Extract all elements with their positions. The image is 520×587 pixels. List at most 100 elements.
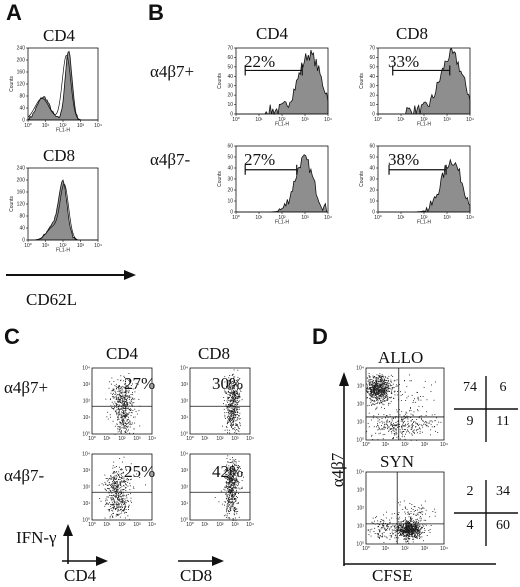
event-dot xyxy=(375,397,377,399)
event-dot xyxy=(434,420,436,421)
event-dot xyxy=(376,382,378,384)
event-dot xyxy=(112,420,114,422)
event-dot xyxy=(390,429,391,430)
event-dot xyxy=(228,475,229,476)
event-dot xyxy=(132,394,134,396)
event-dot xyxy=(380,389,382,390)
y-tick-label: 50 xyxy=(227,155,233,161)
event-dot xyxy=(396,394,398,396)
event-dot xyxy=(380,394,382,395)
event-dot xyxy=(123,419,125,421)
event-dot xyxy=(371,392,373,394)
event-dot xyxy=(372,403,374,404)
event-dot xyxy=(123,503,125,505)
event-dot xyxy=(409,533,410,534)
event-dot xyxy=(375,380,376,382)
event-dot xyxy=(407,430,409,432)
event-dot xyxy=(111,504,113,506)
event-dot xyxy=(113,476,115,478)
event-dot xyxy=(392,425,394,427)
event-dot xyxy=(120,392,122,394)
event-dot xyxy=(233,388,235,390)
event-dot xyxy=(232,477,234,479)
event-dot xyxy=(122,481,124,483)
event-dot xyxy=(230,404,232,406)
event-dot xyxy=(370,390,372,392)
event-dot xyxy=(117,406,119,408)
event-dot xyxy=(124,392,126,394)
event-dot xyxy=(416,419,418,420)
event-dot xyxy=(419,524,421,526)
event-dot xyxy=(229,469,230,471)
event-dot xyxy=(404,528,405,529)
event-dot xyxy=(113,408,115,410)
event-dot xyxy=(228,411,230,412)
event-dot xyxy=(390,431,392,432)
event-dot xyxy=(228,472,230,474)
event-dot xyxy=(227,407,229,409)
event-dot xyxy=(230,483,232,485)
event-dot xyxy=(386,525,388,527)
event-dot xyxy=(424,528,425,530)
event-dot xyxy=(237,398,238,399)
panel-c-pct-cd4-neg: 25% xyxy=(124,462,156,481)
event-dot xyxy=(413,527,415,529)
event-dot xyxy=(123,421,125,423)
event-dot xyxy=(229,416,231,417)
event-dot xyxy=(231,479,233,481)
event-dot xyxy=(408,533,410,535)
event-dot xyxy=(233,380,235,382)
event-dot xyxy=(233,405,235,407)
event-dot xyxy=(408,538,410,540)
panel-c-ylabel: IFN-γ xyxy=(16,528,57,547)
event-dot xyxy=(115,488,117,489)
event-dot xyxy=(406,541,408,542)
event-dot xyxy=(416,432,418,434)
event-dot xyxy=(116,406,118,408)
event-dot xyxy=(398,527,399,529)
event-dot xyxy=(403,538,405,540)
event-dot xyxy=(126,420,128,422)
event-dot xyxy=(114,472,116,474)
event-dot xyxy=(129,408,131,410)
event-dot xyxy=(415,537,417,538)
event-dot xyxy=(368,412,370,414)
event-dot xyxy=(125,480,127,482)
event-dot xyxy=(228,511,230,512)
event-dot xyxy=(127,426,129,428)
y-tick-label: 10² xyxy=(181,399,189,405)
event-dot xyxy=(113,408,115,409)
event-dot xyxy=(128,421,129,423)
event-dot xyxy=(224,501,226,503)
event-dot xyxy=(229,418,231,420)
event-dot xyxy=(384,382,386,384)
event-dot xyxy=(382,535,384,537)
event-dot xyxy=(392,529,394,531)
event-dot xyxy=(398,521,399,523)
event-dot xyxy=(406,508,408,510)
event-dot xyxy=(400,529,402,531)
event-dot xyxy=(229,468,231,470)
event-dot xyxy=(118,496,120,498)
x-tick-label: 10² xyxy=(59,123,67,129)
event-dot xyxy=(122,416,124,418)
event-dot xyxy=(131,501,132,503)
event-dot xyxy=(409,526,411,528)
event-dot xyxy=(382,377,384,379)
event-dot xyxy=(229,499,231,501)
event-dot xyxy=(230,393,232,394)
event-dot xyxy=(399,504,401,506)
event-dot xyxy=(236,409,238,411)
event-dot xyxy=(414,528,416,530)
event-dot xyxy=(232,389,234,391)
event-dot xyxy=(411,394,413,396)
event-dot xyxy=(234,484,236,486)
event-dot xyxy=(407,539,409,541)
event-dot xyxy=(384,423,386,425)
event-dot xyxy=(112,513,114,514)
event-dot xyxy=(237,426,239,428)
event-dot xyxy=(386,415,388,417)
event-dot xyxy=(413,531,415,533)
event-dot xyxy=(378,376,380,378)
event-dot xyxy=(124,415,126,416)
